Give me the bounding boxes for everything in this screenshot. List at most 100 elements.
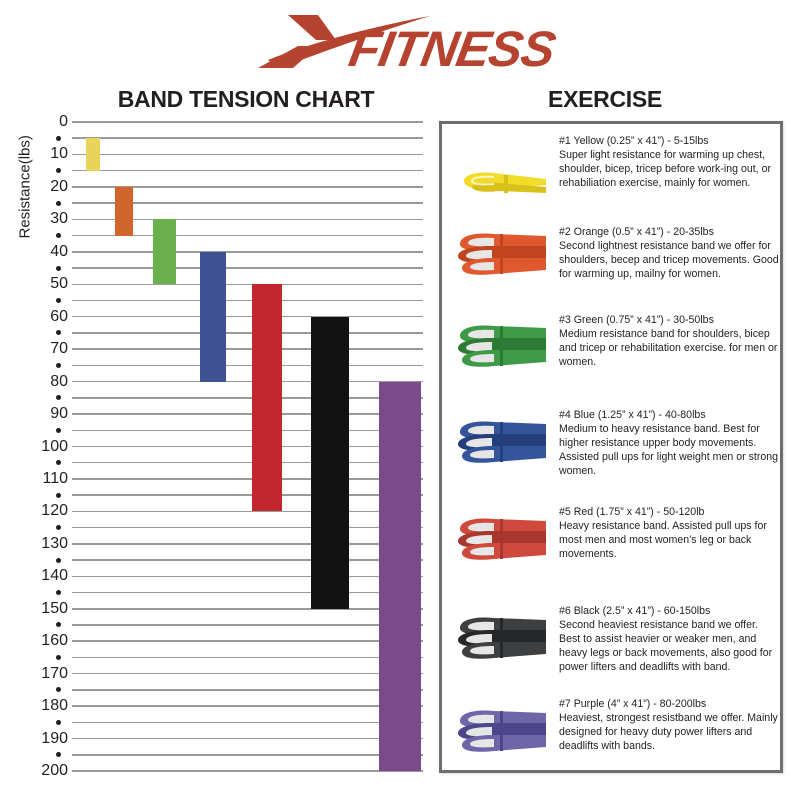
gridline <box>72 526 423 529</box>
bar-blue <box>200 251 226 382</box>
gridline <box>72 754 423 756</box>
y-tick-label: 160 <box>41 632 68 650</box>
gridline <box>72 315 423 318</box>
gridline <box>72 348 423 350</box>
band-header: #6 Black (2.5” x 41”) - 60-150lbs <box>559 605 711 617</box>
bar-yellow <box>86 138 100 171</box>
minor-tick-dot <box>56 330 61 336</box>
y-tick-label: 120 <box>41 502 68 520</box>
gridline <box>72 429 423 432</box>
chart-title: BAND TENSION CHART <box>117 86 375 112</box>
gridline <box>72 413 423 415</box>
minor-tick-dot <box>56 395 61 401</box>
yellow-band-image-icon <box>454 151 546 211</box>
bar-purple <box>379 381 421 771</box>
gridline <box>72 299 423 302</box>
gridline <box>72 380 423 383</box>
minor-tick-dot <box>56 557 61 563</box>
exercise-panel: #1 Yellow (0.25” x 41”) - 5-15lbs Super l… <box>439 121 783 773</box>
blue-band-image-icon <box>454 408 546 468</box>
minor-tick-dot <box>56 719 61 725</box>
minor-tick-dot <box>56 362 61 368</box>
minor-tick-dot <box>56 200 61 206</box>
minor-tick-dot <box>56 135 61 141</box>
y-tick-label: 140 <box>41 567 68 585</box>
bar-green <box>153 219 176 285</box>
y-tick-label: 200 <box>41 762 68 779</box>
minor-tick-dot <box>56 297 61 303</box>
band-description-block: #4 Blue (1.25” x 41”) - 40-80lbs Medium t… <box>559 408 779 478</box>
gridline <box>72 283 423 285</box>
minor-tick-dot <box>56 492 61 498</box>
minor-tick-dot <box>56 460 61 466</box>
gridline <box>72 202 423 204</box>
gridline <box>72 591 423 594</box>
band-description-block: #6 Black (2.5” x 41”) - 60-150lbs Second … <box>559 604 779 674</box>
gridline <box>72 640 423 642</box>
y-tick-label: 180 <box>41 697 68 715</box>
band-description: Heaviest, strongest resistband we offer.… <box>559 712 778 752</box>
band-description-block: #2 Orange (0.5” x 41”) - 20-35lbs Second … <box>559 225 779 281</box>
y-tick-label: 20 <box>50 177 68 195</box>
minor-tick-dot <box>56 233 61 239</box>
bar-red <box>252 284 282 512</box>
gridline <box>72 397 423 399</box>
minor-tick-dot <box>56 427 61 433</box>
band-header: #2 Orange (0.5” x 41”) - 20-35lbs <box>559 226 714 238</box>
gridline <box>72 461 423 464</box>
y-tick-label: 170 <box>41 664 68 682</box>
gridline <box>72 121 423 123</box>
gridline <box>72 218 423 221</box>
gridline <box>72 737 423 740</box>
bar-orange <box>115 186 133 236</box>
minor-tick-dot <box>56 654 61 660</box>
minor-tick-dot <box>56 687 61 693</box>
minor-tick-dot <box>56 752 61 758</box>
gridline <box>72 234 423 237</box>
y-tick-label: 90 <box>50 405 68 423</box>
band-description: Super light resistance for warming up ch… <box>559 149 771 189</box>
gridline <box>72 478 423 480</box>
band-description-block: #5 Red (1.75” x 41”) - 50-120lb Heavy res… <box>559 505 779 561</box>
band-header: #1 Yellow (0.25” x 41”) - 5-15lbs <box>559 135 709 147</box>
y-tick-label: 60 <box>50 307 68 325</box>
gridline <box>72 608 423 610</box>
y-tick-label: 190 <box>41 729 68 747</box>
gridline <box>72 672 423 675</box>
green-band-image-icon <box>454 312 546 372</box>
gridline <box>72 689 423 691</box>
minor-tick-dot <box>56 590 61 596</box>
gridline <box>72 445 423 448</box>
band-description: Second lightnest resistance band we offe… <box>559 240 779 280</box>
y-tick-label: 30 <box>50 210 68 228</box>
band-description: Medium to heavy resistance band. Best fo… <box>559 423 779 477</box>
gridline <box>72 559 423 561</box>
y-tick-label: 40 <box>50 242 68 260</box>
gridline <box>72 721 423 724</box>
band-description: Heavy resistance band. Assisted pull ups… <box>559 520 767 560</box>
gridline <box>72 267 423 269</box>
gridline <box>72 137 423 139</box>
band-header: #5 Red (1.75” x 41”) - 50-120lb <box>559 506 705 518</box>
y-tick-label: 110 <box>42 469 68 487</box>
black-band-image-icon <box>454 604 546 664</box>
gridline <box>72 169 423 172</box>
purple-band-image-icon <box>454 697 546 757</box>
band-header: #4 Blue (1.25” x 41”) - 40-80lbs <box>559 409 706 421</box>
band-header: #3 Green (0.75” x 41”) - 30-50lbs <box>559 314 714 326</box>
gridline <box>72 705 423 707</box>
band-header: #7 Purple (4” x 41”) - 80-200lbs <box>559 698 707 710</box>
gridline <box>72 575 423 578</box>
band-description-block: #7 Purple (4” x 41”) - 80-200lbs Heaviest… <box>559 697 779 753</box>
minor-tick-dot <box>56 168 61 174</box>
minor-tick-dot <box>56 265 61 271</box>
gridline <box>72 332 423 334</box>
exercise-title: EXERCISE <box>548 86 662 112</box>
y-tick-label: 10 <box>50 145 68 163</box>
gridline <box>72 186 423 188</box>
orange-band-image-icon <box>454 220 546 280</box>
gridline <box>72 770 423 772</box>
gridline <box>72 153 423 156</box>
x-swoosh-icon <box>258 15 430 68</box>
minor-tick-dot <box>56 525 61 531</box>
